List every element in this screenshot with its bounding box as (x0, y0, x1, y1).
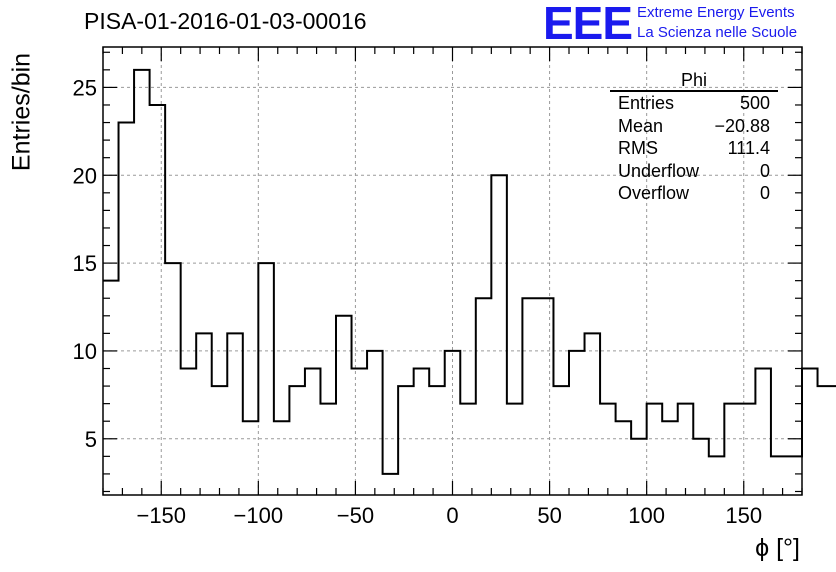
logo-text-line1: Extreme Energy Events (637, 4, 795, 21)
histogram-bin (367, 351, 383, 495)
histogram-bin (181, 369, 197, 495)
x-tick-label: −100 (234, 503, 284, 528)
stats-label: Mean (618, 115, 664, 136)
stats-value: 111.4 (727, 138, 770, 158)
stats-value: 500 (739, 93, 770, 113)
histogram-bin (134, 70, 150, 495)
histogram-bin (616, 421, 632, 495)
histogram-bin (289, 386, 305, 495)
histogram-bin (585, 333, 601, 495)
histogram-bin (693, 439, 709, 495)
stats-label: Entries (618, 93, 675, 113)
histogram-series (103, 68, 836, 475)
stats-value: 0 (759, 160, 770, 181)
histogram-bin (150, 105, 166, 495)
x-tick-label: 50 (537, 503, 561, 528)
histogram-bin (553, 386, 569, 495)
stats-label: Overflow (618, 183, 690, 203)
y-axis-label: Entries/bin (7, 52, 36, 172)
stats-row-rms: RMS 111.4 (610, 137, 778, 160)
y-tick-label: 10 (73, 339, 97, 364)
histogram-bin (476, 298, 492, 495)
y-tick-label: 25 (73, 75, 97, 100)
x-tick-label: −50 (337, 503, 374, 528)
histogram-bin (662, 421, 678, 495)
stats-row-underflow: Underflow 0 (610, 160, 778, 183)
histogram-bin (569, 351, 585, 495)
histogram-bin (600, 404, 616, 495)
histogram-bin (491, 175, 507, 495)
histogram-bin (522, 298, 538, 495)
y-tick-label: 5 (85, 427, 97, 452)
histogram-bin (755, 369, 771, 495)
histogram-bin (724, 404, 740, 495)
x-tick-label: 100 (628, 503, 665, 528)
stats-title: Phi (610, 70, 778, 92)
histogram-bin (802, 369, 818, 495)
histogram-bin (709, 456, 725, 495)
x-tick-label: −150 (136, 503, 186, 528)
histogram-bin (786, 456, 802, 495)
histogram-bin (274, 421, 290, 495)
histogram-bin (460, 404, 476, 495)
histogram-bin (119, 123, 135, 495)
x-axis-label: ϕ [°] (755, 534, 800, 562)
x-tick-label: 0 (446, 503, 458, 528)
x-tick-label: 150 (725, 503, 762, 528)
histogram-bin (243, 421, 259, 495)
histogram-bin (647, 404, 663, 495)
stats-value: −20.88 (714, 115, 770, 136)
histogram-bin (212, 386, 228, 495)
histogram-bin (196, 333, 212, 495)
chart-title: PISA-01-2016-01-03-00016 (84, 8, 367, 34)
histogram-bin (507, 404, 523, 495)
histogram-bin (538, 298, 554, 495)
histogram-bin (445, 351, 461, 495)
histogram-bin (165, 263, 181, 495)
histogram-bin (352, 369, 368, 495)
histogram-bin (678, 404, 694, 495)
histogram-bin (818, 386, 834, 495)
logo-text-line2: La Scienza nelle Scuole (637, 24, 798, 41)
histogram-bin (336, 316, 352, 495)
histogram-bin (414, 369, 430, 495)
histogram-bin (740, 404, 756, 495)
histogram-bin (383, 474, 399, 495)
stats-row-overflow: Overflow 0 (610, 182, 778, 205)
stats-label: RMS (618, 138, 658, 158)
histogram-bin (305, 369, 321, 495)
eee-logo: EEE (543, 0, 633, 49)
histogram-bin (320, 404, 336, 495)
histogram-bin (429, 386, 445, 495)
stats-box: Phi Entries 500 Mean −20.88 RMS 111.4 Un… (610, 70, 778, 205)
y-tick-label: 15 (73, 251, 97, 276)
histogram-bin (398, 386, 414, 495)
histogram-bin (103, 281, 119, 495)
stats-label: Underflow (618, 160, 700, 181)
histogram-bin (227, 333, 243, 495)
histogram-bin (771, 456, 787, 495)
y-tick-label: 20 (73, 163, 97, 188)
stats-value: 0 (759, 183, 770, 203)
stats-row-entries: Entries 500 (610, 92, 778, 115)
histogram-bin (258, 263, 274, 495)
histogram-bin (631, 439, 647, 495)
stats-row-mean: Mean −20.88 (610, 115, 778, 138)
